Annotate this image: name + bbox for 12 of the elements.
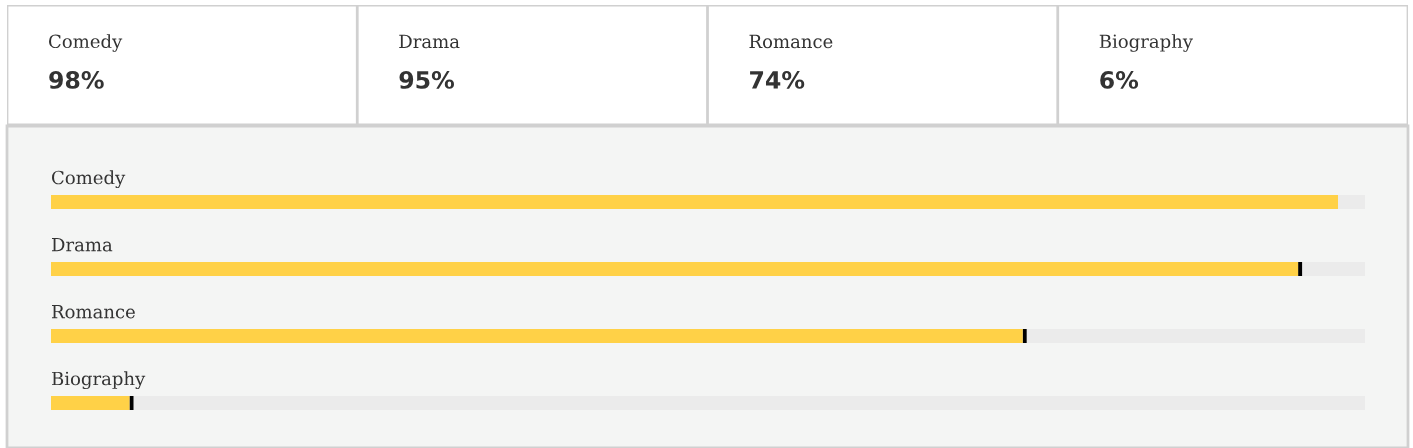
text: 6%	[1100, 70, 1139, 89]
bar	[51, 195, 1338, 209]
y-tick-label: Drama	[52, 238, 113, 252]
text: 95%	[399, 70, 455, 89]
y-tick-label: Comedy	[52, 170, 126, 189]
text: 98%	[49, 70, 104, 89]
y-tick-label: Biography	[52, 371, 146, 390]
text: Drama	[399, 34, 460, 49]
text: 74%	[750, 70, 805, 89]
text: Romance	[749, 34, 833, 49]
y-tick-label: Romance	[52, 305, 135, 319]
text: Biography	[1099, 34, 1193, 52]
